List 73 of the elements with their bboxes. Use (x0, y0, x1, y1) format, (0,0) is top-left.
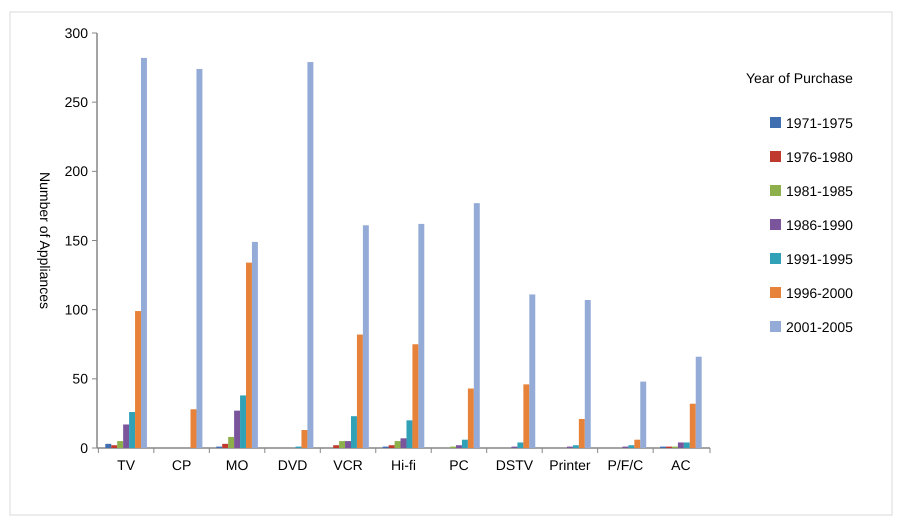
bar (678, 442, 684, 448)
bar (584, 300, 591, 448)
bar (301, 430, 308, 448)
bar (345, 441, 351, 448)
bar (572, 445, 579, 448)
y-axis-title: Number of Appliances (37, 172, 53, 309)
legend-label: 1996-2000 (786, 284, 854, 301)
legend-label: 1986-1990 (786, 216, 854, 233)
bar (240, 395, 246, 448)
bar (696, 356, 702, 448)
bar (634, 440, 640, 448)
bar (135, 311, 141, 448)
bar (228, 436, 234, 448)
bar (690, 404, 696, 448)
x-tick-label: AC (671, 457, 691, 473)
bar (123, 424, 130, 448)
y-tick-label: 150 (64, 232, 88, 248)
x-tick-label: P/F/C (608, 457, 644, 473)
x-tick-label: DVD (278, 457, 308, 473)
bar (307, 62, 314, 448)
bar (529, 294, 536, 448)
bar (117, 441, 124, 448)
y-tick-label: 250 (64, 94, 88, 110)
bar (456, 445, 462, 448)
bar (517, 442, 524, 448)
bar (196, 68, 202, 448)
bar (333, 445, 340, 448)
bar (111, 445, 118, 448)
x-tick-label: Hi-fi (391, 457, 416, 473)
y-tick-label: 100 (64, 302, 88, 318)
bar (362, 225, 369, 448)
legend-label: 2001-2005 (786, 318, 854, 335)
bar (339, 441, 346, 448)
bar (350, 416, 357, 448)
legend-label: 1991-1995 (786, 250, 854, 267)
bar (468, 388, 474, 448)
legend-label: 1971-1975 (786, 114, 854, 131)
y-tick-label: 0 (80, 440, 88, 456)
bar (129, 412, 136, 448)
legend-label: 1976-1980 (786, 148, 854, 165)
x-tick-label: CP (172, 457, 192, 473)
bar (406, 420, 412, 448)
bar (578, 418, 585, 448)
x-tick-label: MO (226, 457, 248, 473)
legend-label: 1981-1985 (786, 182, 854, 199)
bar (140, 58, 147, 448)
bar (684, 442, 690, 448)
bar (234, 410, 240, 448)
bar (388, 445, 395, 448)
bar (523, 384, 530, 448)
bar (474, 203, 480, 448)
x-tick-label: VCR (333, 457, 363, 473)
bar (640, 382, 646, 448)
bar (246, 262, 252, 448)
x-tick-label: TV (117, 457, 136, 473)
legend-title: Year of Purchase (746, 70, 854, 86)
bar (190, 409, 196, 448)
bar (628, 445, 634, 448)
bar (222, 444, 228, 448)
x-tick-label: DSTV (496, 457, 534, 473)
bar (418, 224, 424, 448)
bar (252, 242, 258, 448)
bar (462, 440, 468, 448)
bar (412, 344, 418, 448)
bar (356, 334, 363, 448)
bar (400, 438, 406, 448)
y-tick-label: 300 (64, 24, 88, 41)
x-tick-label: PC (449, 457, 469, 473)
bar (105, 444, 112, 448)
bar (394, 441, 401, 448)
x-tick-label: Printer (549, 457, 591, 473)
y-tick-label: 200 (64, 163, 88, 180)
y-tick-label: 50 (72, 370, 88, 387)
